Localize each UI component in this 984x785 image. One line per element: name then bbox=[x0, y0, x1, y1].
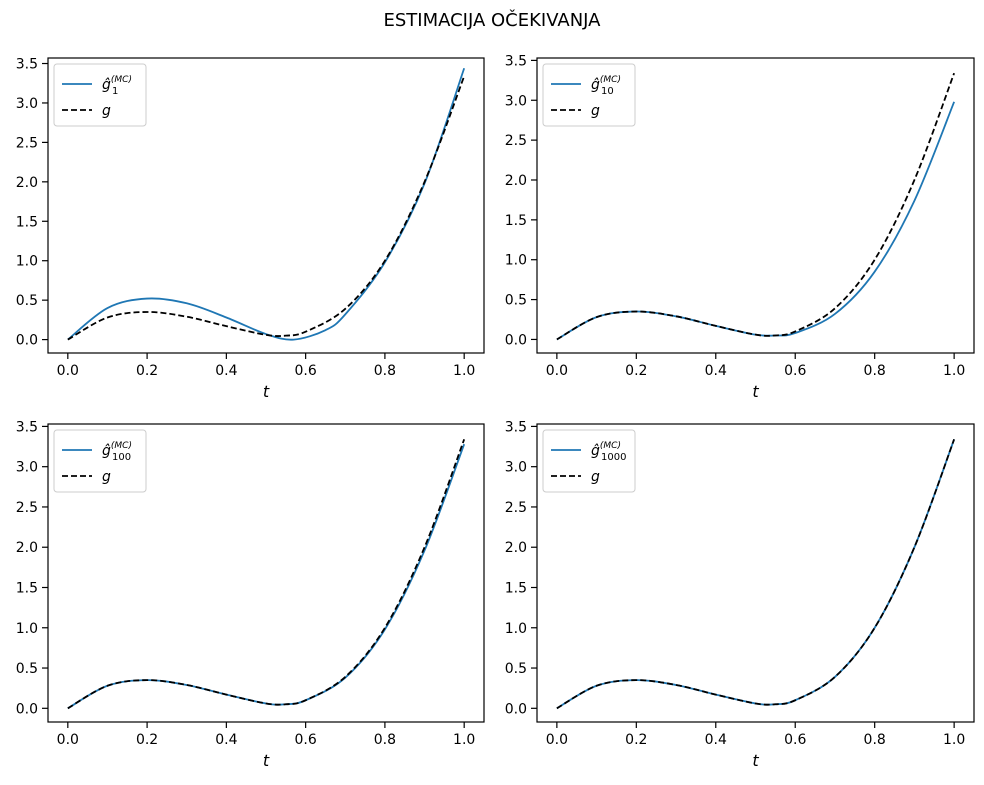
y-tick-label: 1.0 bbox=[505, 253, 527, 269]
legend-label: ĝ(MC) 100 bbox=[102, 441, 132, 463]
figure-title: ESTIMACIJA OČEKIVANJA bbox=[383, 10, 601, 31]
true-function-line bbox=[556, 438, 955, 710]
y-tick-label: 3.0 bbox=[505, 93, 527, 109]
x-tick-label: 0.0 bbox=[546, 363, 568, 379]
y-tick-label: 2.5 bbox=[505, 133, 527, 149]
x-tick-label: 0.6 bbox=[784, 732, 806, 748]
axes-frame bbox=[47, 423, 485, 723]
legend-label: g bbox=[102, 103, 111, 119]
true-function-line bbox=[67, 75, 466, 341]
y-tick-label: 0.5 bbox=[16, 661, 38, 677]
x-tick-label: 1.0 bbox=[943, 732, 965, 748]
y-tick-label: 0.0 bbox=[505, 332, 527, 348]
x-axis-label: t bbox=[752, 382, 759, 401]
x-tick-label: 0.4 bbox=[705, 363, 727, 379]
subplot-1: 0.0 0.2 0.4 0.6 0.8 1.0 0.0 0.5 1.0 1.5 2.0 2.5 3.0 3… bbox=[16, 57, 485, 401]
x-axis-label: t bbox=[752, 751, 759, 770]
x-tick-label: 0.8 bbox=[864, 732, 886, 748]
y-tick-label: 2.0 bbox=[16, 175, 38, 191]
y-tick-label: 1.5 bbox=[505, 213, 527, 229]
y-tick-label: 0.5 bbox=[505, 293, 527, 309]
y-tick-label: 0.0 bbox=[16, 333, 38, 349]
y-tick-label: 3.5 bbox=[16, 57, 38, 73]
y-tick-label: 1.0 bbox=[16, 621, 38, 637]
y-tick-label: 3.5 bbox=[505, 53, 527, 69]
x-tick-label: 0.2 bbox=[625, 732, 647, 748]
subplot-4: 0.0 0.2 0.4 0.6 0.8 1.0 0.0 0.5 1.0 1.5 2.0 2.5 3.0 3… bbox=[505, 419, 975, 770]
true-function-line bbox=[67, 438, 466, 710]
y-tick-label: 0.0 bbox=[505, 701, 527, 717]
x-tick-label: 1.0 bbox=[453, 732, 475, 748]
x-tick-label: 0.4 bbox=[215, 732, 237, 748]
true-function-line bbox=[556, 72, 955, 341]
axes-frame bbox=[47, 57, 485, 354]
y-tick-label: 1.5 bbox=[16, 214, 38, 230]
y-tick-label: 2.0 bbox=[16, 540, 38, 556]
x-tick-label: 0.4 bbox=[705, 732, 727, 748]
mc-estimate-line bbox=[556, 101, 955, 341]
legend-box bbox=[542, 63, 636, 127]
subplot-2: 0.0 0.2 0.4 0.6 0.8 1.0 0.0 0.5 1.0 1.5 2.0 2.5 3.0 3… bbox=[505, 53, 975, 401]
x-tick-label: 1.0 bbox=[453, 363, 475, 379]
x-axis-label: t bbox=[263, 382, 270, 401]
subplot-3: 0.0 0.2 0.4 0.6 0.8 1.0 0.0 0.5 1.0 1.5 2.0 2.5 3.0 3… bbox=[16, 419, 485, 770]
y-tick-label: 2.5 bbox=[16, 135, 38, 151]
y-tick-label: 2.5 bbox=[505, 500, 527, 516]
x-tick-label: 0.2 bbox=[136, 732, 158, 748]
y-tick-label: 3.0 bbox=[16, 96, 38, 112]
y-tick-label: 3.0 bbox=[505, 460, 527, 476]
x-tick-label: 0.8 bbox=[374, 732, 396, 748]
legend-label: ĝ(MC) 10 bbox=[591, 75, 621, 97]
x-tick-label: 0.8 bbox=[864, 363, 886, 379]
legend-label: ĝ(MC) 1 bbox=[102, 75, 132, 97]
x-tick-label: 0.6 bbox=[784, 363, 806, 379]
x-tick-label: 0.0 bbox=[57, 363, 79, 379]
legend-box bbox=[53, 63, 147, 127]
x-tick-label: 0.2 bbox=[625, 363, 647, 379]
y-tick-label: 2.0 bbox=[505, 540, 527, 556]
x-tick-label: 0.6 bbox=[295, 363, 317, 379]
y-tick-label: 0.5 bbox=[16, 293, 38, 309]
x-tick-label: 0.8 bbox=[374, 363, 396, 379]
y-tick-label: 1.5 bbox=[16, 580, 38, 596]
axes-frame bbox=[536, 57, 975, 354]
legend-label: ĝ(MC) 1000 bbox=[591, 441, 626, 463]
legend-box bbox=[53, 429, 147, 493]
legend-label: g bbox=[591, 469, 600, 485]
y-tick-label: 3.5 bbox=[505, 419, 527, 435]
x-tick-label: 0.4 bbox=[215, 363, 237, 379]
y-tick-label: 0.0 bbox=[16, 701, 38, 717]
y-tick-label: 2.5 bbox=[16, 500, 38, 516]
x-tick-label: 1.0 bbox=[943, 363, 965, 379]
axes-frame bbox=[536, 423, 975, 723]
y-tick-label: 3.0 bbox=[16, 460, 38, 476]
x-tick-label: 0.2 bbox=[136, 363, 158, 379]
x-tick-label: 0.6 bbox=[295, 732, 317, 748]
y-tick-label: 0.5 bbox=[505, 661, 527, 677]
y-tick-label: 1.0 bbox=[16, 254, 38, 270]
x-tick-label: 0.0 bbox=[57, 732, 79, 748]
x-axis-label: t bbox=[263, 751, 270, 770]
y-tick-label: 1.0 bbox=[505, 621, 527, 637]
legend-label: g bbox=[591, 103, 600, 119]
y-tick-label: 3.5 bbox=[16, 419, 38, 435]
x-tick-label: 0.0 bbox=[546, 732, 568, 748]
legend-label: g bbox=[102, 469, 111, 485]
y-tick-label: 1.5 bbox=[505, 580, 527, 596]
y-tick-label: 2.0 bbox=[505, 173, 527, 189]
